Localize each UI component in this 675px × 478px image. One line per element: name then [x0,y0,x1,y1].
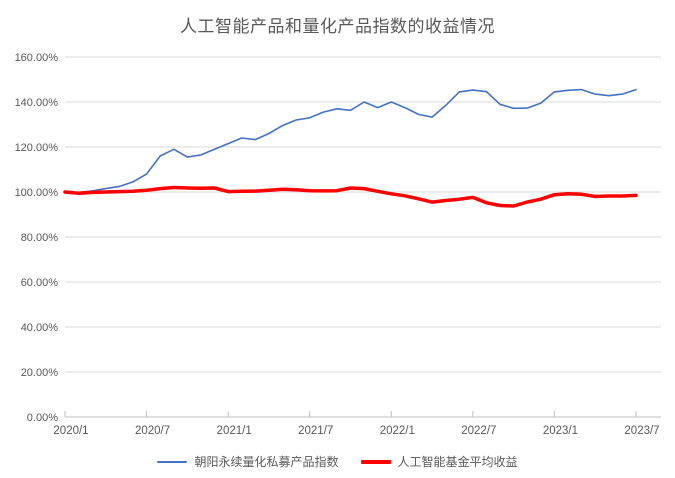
legend-label-ai-fund: 人工智能基金平均收益 [397,455,518,469]
legend-label-quant-index: 朝阳永续量化私募产品指数 [194,455,339,469]
y-axis-tick-label: 60.00% [21,277,59,289]
y-axis-tick-label: 80.00% [21,232,59,244]
x-axis-tick-label: 2021/1 [217,425,252,437]
legend-item-ai-fund: 人工智能基金平均收益 [360,453,518,470]
y-axis-tick-label: 120.00% [15,142,59,154]
y-axis-tick-label: 160.00% [15,52,59,64]
x-axis-tick-label: 2020/1 [53,425,88,437]
y-axis-tick-label: 140.00% [15,97,59,109]
quant-index-line-sample [157,460,188,463]
x-axis-tick-label: 2022/1 [380,425,415,437]
x-axis-tick-label: 2023/1 [543,425,578,437]
ai-fund-line-sample [360,459,391,464]
ai-fund-series-line [63,185,638,208]
chart-title: 人工智能产品和量化产品指数的收益情况 [180,17,495,36]
x-axis-tick-label: 2020/7 [135,425,170,437]
x-axis-tick-label: 2021/7 [298,425,333,437]
y-axis-tick-label: 20.00% [21,367,59,379]
y-axis-tick-label: 40.00% [21,322,59,334]
y-axis-tick-label: 0.00% [27,412,58,424]
legend-item-quant-index: 朝阳永续量化私募产品指数 [157,453,339,470]
x-axis-tick-label: 2023/7 [624,425,659,437]
y-axis-tick-label: 100.00% [15,187,59,199]
quant-index-series-line [64,88,637,194]
x-axis-tick-label: 2022/7 [461,425,496,437]
chart-legend: 朝阳永续量化私募产品指数 人工智能基金平均收益 [0,453,675,470]
